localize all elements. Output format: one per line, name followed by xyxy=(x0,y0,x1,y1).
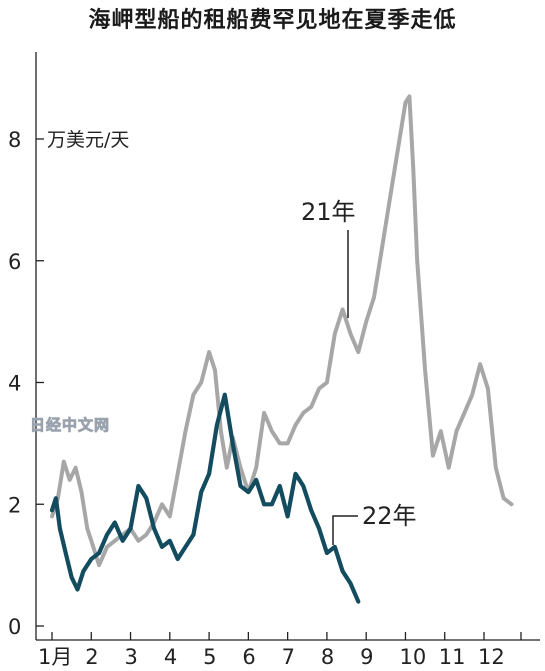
y-tick-label: 8 xyxy=(8,128,21,152)
series-lines xyxy=(49,94,514,604)
x-tick-label: 6 xyxy=(242,645,255,669)
series-label-21: 21年 xyxy=(301,198,356,226)
series-line-21 xyxy=(50,94,514,568)
x-tick-label: 9 xyxy=(360,645,373,669)
x-tick-label: 7 xyxy=(282,645,295,669)
y-tick-label: 4 xyxy=(8,372,21,396)
x-tick-label: 2 xyxy=(85,645,98,669)
unit-label: 万美元/天 xyxy=(47,129,129,151)
x-tick-label: 3 xyxy=(125,645,138,669)
chart-title: 海岬型船的租船费罕见地在夏季走低 xyxy=(88,8,457,33)
series-label-22: 22年 xyxy=(362,502,417,530)
y-tick-label: 0 xyxy=(8,615,21,639)
x-tick-label: 4 xyxy=(164,645,177,669)
x-tick-label: 10 xyxy=(399,645,426,669)
x-tick-label: 8 xyxy=(321,645,334,669)
y-tick-label: 6 xyxy=(8,250,21,274)
series-line-22 xyxy=(49,392,361,604)
y-tick-label: 2 xyxy=(8,493,21,517)
x-tick-label: 1月 xyxy=(38,645,72,669)
x-tick-label: 11 xyxy=(439,645,466,669)
axes: 0 2 4 6 8 1月 2 3 4 5 6 7 8 9 10 11 12 xyxy=(8,52,540,669)
watermark: 日经中文网 xyxy=(30,416,110,434)
x-tick-label: 5 xyxy=(203,645,216,669)
x-tick-label: 12 xyxy=(478,645,505,669)
leader-line-22 xyxy=(332,515,358,545)
